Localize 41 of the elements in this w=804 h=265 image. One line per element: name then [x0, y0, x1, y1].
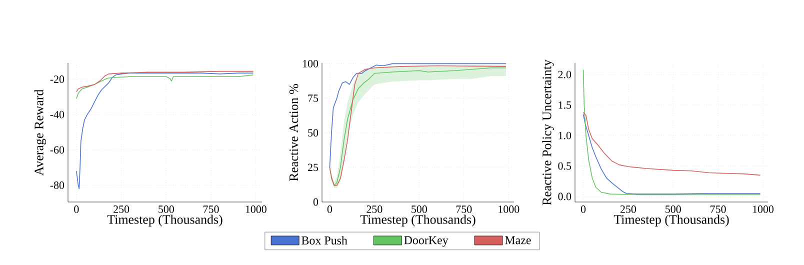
- x-axis-title: Timestep (Thousands): [107, 214, 222, 226]
- legend-label: Maze: [505, 236, 531, 244]
- line-series: [582, 69, 761, 196]
- y-axis-title: Reactive Policy Uncertainty: [542, 60, 554, 206]
- y-tick-label: 100: [303, 60, 318, 68]
- x-tick-label: 750: [456, 206, 472, 213]
- x-tick-label: 0: [74, 206, 79, 213]
- y-tick-label: 50: [308, 129, 318, 137]
- y-tick-label: 1.5: [558, 101, 572, 109]
- x-tick-label: 250: [366, 206, 382, 213]
- y-tick-label: -80: [50, 182, 64, 189]
- y-tick-label: 0.5: [558, 162, 572, 170]
- x-tick-label: 0: [580, 206, 586, 213]
- y-tick-label: 75: [308, 94, 318, 102]
- x-tick-label: 500: [158, 206, 174, 213]
- line-series: [76, 70, 254, 92]
- y-tick-label: 1.0: [558, 132, 572, 140]
- y-tick-label: 2.0: [558, 70, 572, 78]
- x-tick-label: 750: [710, 206, 726, 213]
- x-tick-label: 750: [204, 206, 219, 213]
- x-tick-label: 250: [620, 206, 636, 213]
- y-tick-label: -40: [50, 110, 64, 118]
- x-tick-label: 500: [666, 206, 681, 213]
- x-tick-label: 0: [327, 206, 332, 213]
- x-axis-title: Timestep (Thousands): [360, 214, 476, 226]
- x-tick-label: 500: [412, 206, 427, 213]
- y-tick-label: -20: [50, 76, 64, 83]
- y-axis-title: Average Reward: [34, 89, 46, 176]
- legend-label: Box Push: [302, 236, 348, 244]
- y-tick-label: -60: [50, 146, 64, 154]
- x-axis-title: Timestep (Thousands): [614, 214, 729, 226]
- x-tick-label: 1000: [752, 206, 774, 213]
- legend-label: DoorKey: [404, 236, 448, 247]
- x-tick-label: 1000: [498, 206, 520, 213]
- x-tick-label: 1000: [246, 206, 266, 213]
- y-axis-title: Reactive Action %: [289, 84, 298, 182]
- x-tick-label: 250: [114, 206, 130, 213]
- y-tick-label: 0: [313, 198, 318, 206]
- line-series: [582, 112, 761, 176]
- y-tick-label: 0.0: [558, 192, 572, 200]
- y-tick-label: 25: [308, 164, 318, 172]
